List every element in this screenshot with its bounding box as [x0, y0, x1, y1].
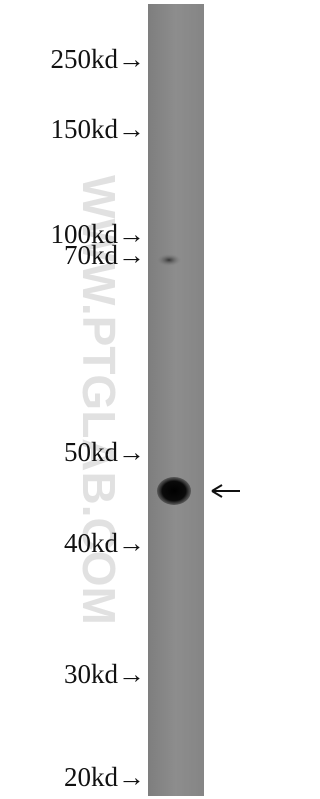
gel-lane [148, 4, 204, 796]
marker-label: 250kd→ [51, 44, 146, 74]
marker-label: 40kd→ [64, 528, 145, 558]
page: WWW.PTGLAB.COM 250kd→ 150kd→ 100kd→ 70kd… [50, 4, 240, 796]
marker-label: 30kd→ [64, 659, 145, 689]
watermark: WWW.PTGLAB.COM [73, 175, 125, 625]
marker-label: 50kd→ [64, 437, 145, 467]
marker-label: 100kd→ [51, 219, 146, 249]
faint-band [157, 254, 181, 266]
band-arrow [211, 484, 240, 498]
blot-figure: WWW.PTGLAB.COM 250kd→ 150kd→ 100kd→ 70kd… [51, 4, 240, 796]
marker-label: 70kd→ [64, 240, 145, 270]
marker-label: 20kd→ [64, 762, 145, 792]
main-band [157, 477, 191, 505]
marker-label: 150kd→ [51, 114, 146, 144]
